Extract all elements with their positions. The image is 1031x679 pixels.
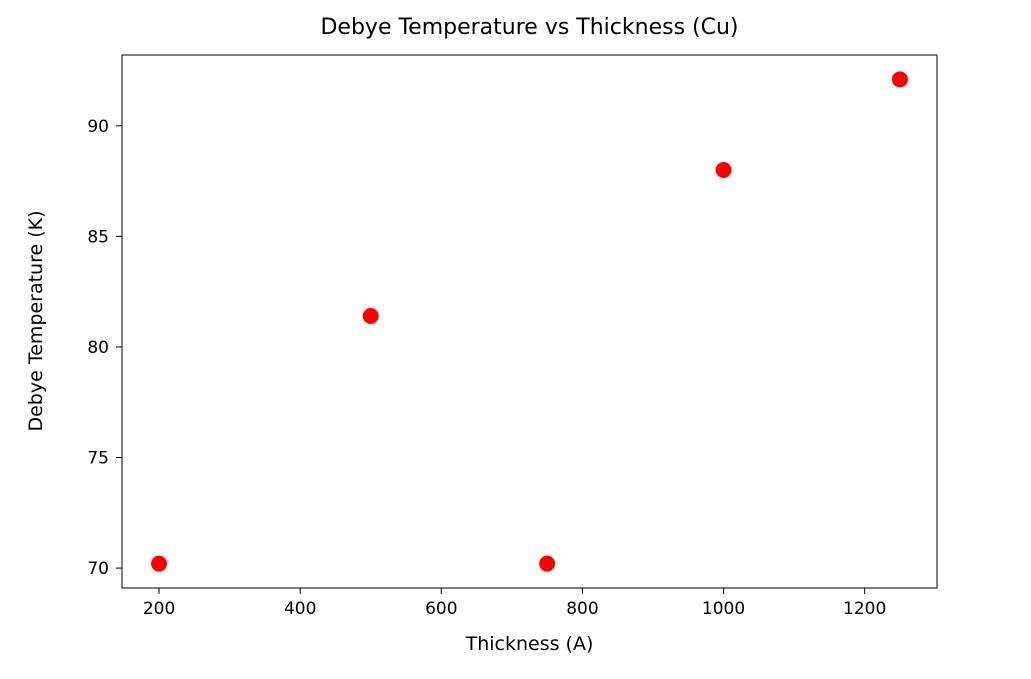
data-point [362, 307, 379, 324]
data-point [539, 555, 556, 572]
y-axis-label: Debye Temperature (K) [25, 210, 47, 432]
data-point [151, 555, 168, 572]
y-tick-label: 90 [87, 117, 109, 137]
y-tick-label: 80 [87, 338, 109, 358]
y-tick-label: 85 [87, 227, 109, 247]
x-tick-label: 1200 [843, 599, 886, 619]
x-tick-label: 200 [143, 599, 175, 619]
data-point [715, 162, 732, 179]
x-tick-label: 800 [566, 599, 598, 619]
y-tick-label: 70 [87, 559, 109, 579]
y-tick-label: 75 [87, 449, 109, 469]
x-tick-label: 400 [284, 599, 316, 619]
data-point [891, 71, 908, 88]
chart-title: Debye Temperature vs Thickness (Cu) [320, 15, 739, 40]
x-tick-label: 1000 [702, 599, 745, 619]
axes-frame [121, 54, 938, 589]
x-axis-label: Thickness (A) [465, 633, 594, 655]
x-tick-label: 600 [425, 599, 457, 619]
